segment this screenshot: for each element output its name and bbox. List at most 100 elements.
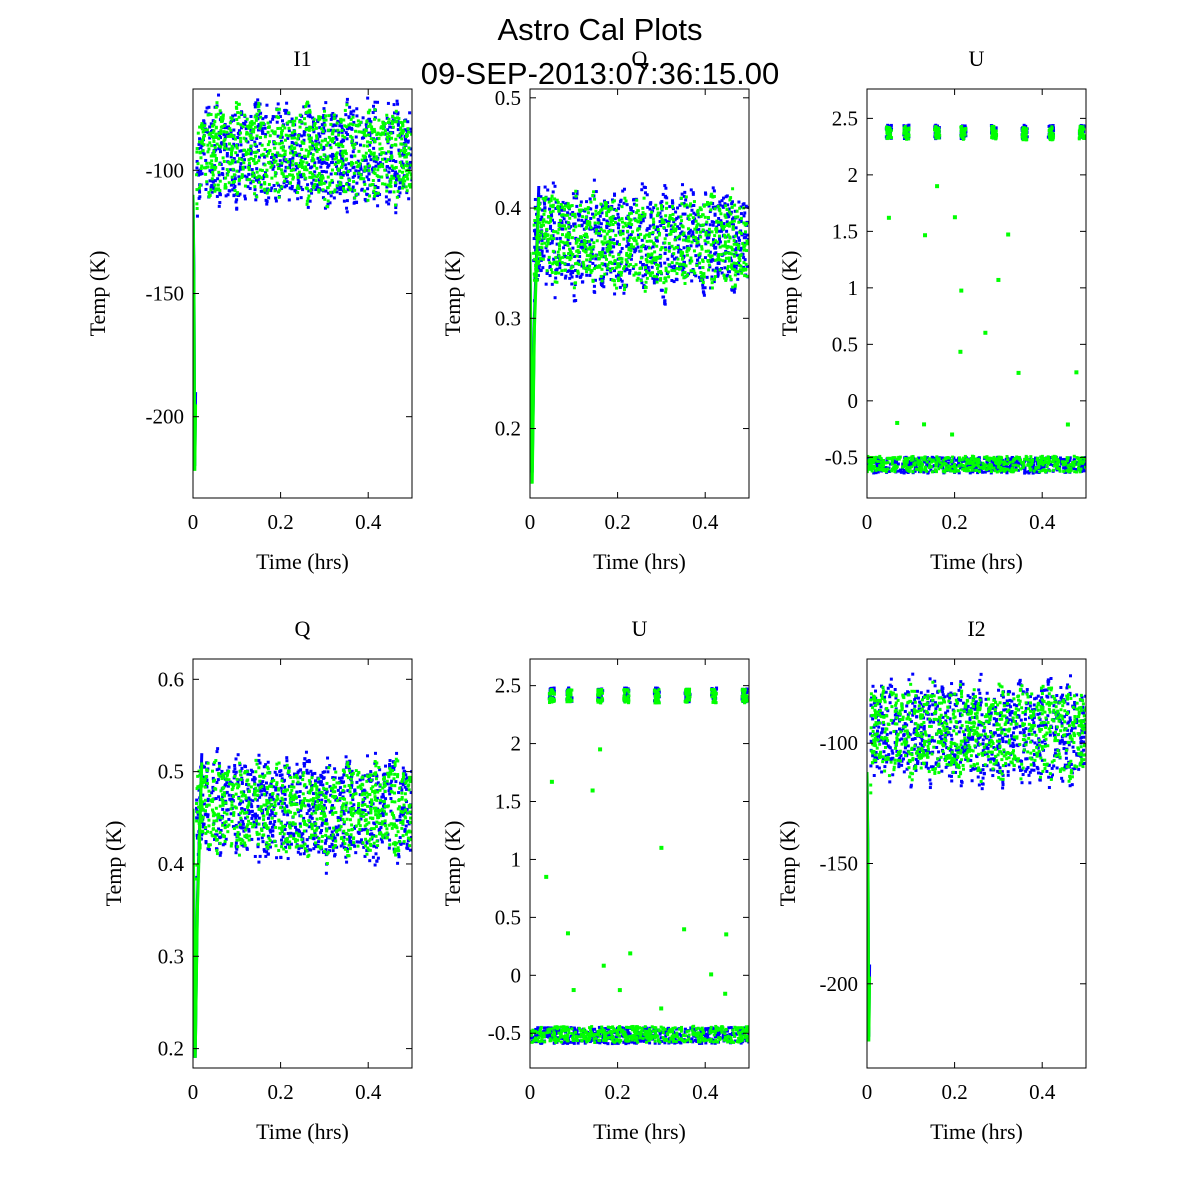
data-point <box>1050 455 1054 459</box>
data-point <box>363 197 367 201</box>
data-point <box>306 197 310 201</box>
data-point <box>704 242 708 246</box>
data-point <box>260 143 264 147</box>
data-point <box>737 261 741 265</box>
data-point <box>897 456 901 460</box>
data-point <box>401 129 405 133</box>
data-point <box>578 242 582 246</box>
data-point <box>540 230 544 234</box>
data-point <box>406 120 410 124</box>
data-point <box>974 463 978 467</box>
data-point <box>266 130 270 134</box>
data-point <box>211 124 215 128</box>
data-point <box>717 253 721 257</box>
data-point <box>586 247 590 251</box>
data-point <box>376 131 380 135</box>
data-point <box>304 148 308 152</box>
data-point <box>318 181 322 185</box>
data-point <box>910 465 914 469</box>
data-point <box>263 190 267 194</box>
data-point <box>654 203 658 207</box>
data-point <box>332 196 336 200</box>
data-point <box>593 221 597 225</box>
data-point <box>255 150 259 154</box>
data-point <box>565 256 569 260</box>
data-point <box>290 117 294 121</box>
data-point <box>341 144 345 148</box>
data-point <box>635 278 639 282</box>
data-point <box>738 258 742 262</box>
data-point <box>310 146 314 150</box>
data-point <box>318 134 322 138</box>
data-point <box>234 101 238 105</box>
data-point <box>566 211 570 215</box>
data-point <box>337 130 341 134</box>
data-point <box>213 144 217 148</box>
data-point <box>1051 460 1055 464</box>
data-point <box>578 203 582 207</box>
data-point <box>243 194 247 198</box>
data-point <box>313 143 317 147</box>
data-point <box>613 193 617 197</box>
data-point <box>383 168 387 172</box>
data-point <box>244 150 248 154</box>
data-point <box>206 165 210 169</box>
data-point <box>611 223 615 227</box>
data-point <box>639 221 643 225</box>
data-point <box>601 242 605 246</box>
data-point <box>701 281 705 285</box>
data-point <box>568 249 572 253</box>
data-point <box>605 272 609 276</box>
data-point <box>701 272 705 276</box>
data-point <box>359 120 363 124</box>
data-point <box>600 211 604 215</box>
data-point <box>969 460 973 464</box>
data-point <box>325 204 329 208</box>
data-point <box>331 157 335 161</box>
data-point <box>258 135 262 139</box>
data-point <box>941 462 945 466</box>
data-point <box>902 130 906 134</box>
data-point <box>1032 469 1036 473</box>
data-point <box>637 235 641 239</box>
data-point <box>665 206 669 210</box>
data-point <box>393 184 397 188</box>
data-point <box>734 266 738 270</box>
data-point <box>236 136 240 140</box>
data-point <box>733 273 737 277</box>
data-point <box>600 253 604 257</box>
data-point <box>542 223 546 227</box>
data-point <box>734 251 738 255</box>
data-point <box>329 113 333 117</box>
data-point <box>1056 466 1060 470</box>
data-point <box>233 160 237 164</box>
data-point <box>549 212 553 216</box>
data-point <box>280 133 284 137</box>
data-point <box>235 146 239 150</box>
data-point <box>935 134 939 138</box>
data-point <box>566 263 570 267</box>
data-point <box>546 239 550 243</box>
data-point <box>882 458 886 462</box>
data-point <box>317 160 321 164</box>
data-point <box>984 463 988 467</box>
data-point <box>286 166 290 170</box>
data-point <box>872 464 876 468</box>
data-point <box>209 122 213 126</box>
data-point <box>910 463 914 467</box>
data-point <box>608 268 612 272</box>
data-point <box>256 105 260 109</box>
data-point <box>569 251 573 255</box>
data-point <box>552 221 556 225</box>
data-point <box>733 203 737 207</box>
data-point <box>569 272 573 276</box>
data-point <box>281 124 285 128</box>
data-point <box>687 239 691 243</box>
data-point <box>398 154 402 158</box>
data-point <box>242 148 246 152</box>
data-point <box>394 211 398 215</box>
data-point <box>323 138 327 142</box>
data-point <box>565 233 569 237</box>
data-point <box>1034 469 1038 473</box>
data-point <box>224 142 228 146</box>
